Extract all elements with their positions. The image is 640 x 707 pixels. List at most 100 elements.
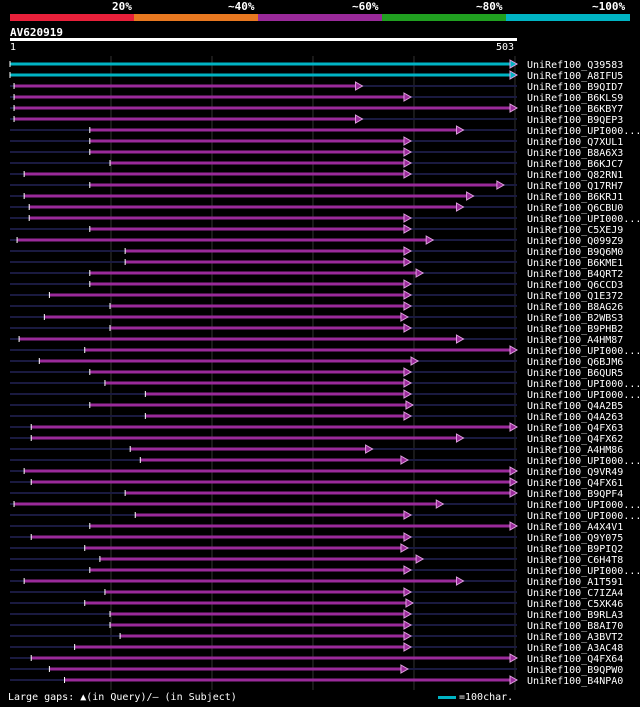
hit-label[interactable]: UniRef100_Q39583	[527, 60, 623, 71]
hit-row[interactable]: UniRef100_UPI000...	[10, 499, 640, 511]
hit-row[interactable]: UniRef100_Q9Y075	[10, 532, 623, 544]
hit-row[interactable]: UniRef100_UPI000...	[10, 213, 640, 225]
hit-label[interactable]: UniRef100_Q6CBU0	[527, 203, 623, 214]
hit-label[interactable]: UniRef100_Q7XUL1	[527, 137, 623, 148]
hit-row[interactable]: UniRef100_A4HM87	[10, 334, 623, 346]
hit-row[interactable]: UniRef100_B9Q6M0	[10, 246, 623, 258]
hit-row[interactable]: UniRef100_Q1E372	[10, 290, 623, 302]
hit-row[interactable]: UniRef100_B6KBY7	[10, 103, 623, 115]
hit-row[interactable]: UniRef100_B4QRT2	[10, 268, 623, 280]
hit-label[interactable]: UniRef100_B8AI70	[527, 621, 623, 632]
hit-label[interactable]: UniRef100_B4NPA0	[527, 676, 623, 687]
hit-label[interactable]: UniRef100_B9Q6M0	[527, 247, 623, 258]
hit-label[interactable]: UniRef100_UPI000...	[527, 511, 640, 522]
hit-row[interactable]: UniRef100_B6QUR5	[10, 367, 623, 379]
hit-label[interactable]: UniRef100_Q6BJM6	[527, 357, 623, 368]
hit-row[interactable]: UniRef100_A8IFU5	[9, 70, 623, 82]
hit-row[interactable]: UniRef100_C6H4T8	[10, 554, 623, 566]
hit-row[interactable]: UniRef100_C7IZA4	[10, 587, 623, 599]
hit-label[interactable]: UniRef100_Q9Y075	[527, 533, 623, 544]
hit-row[interactable]: UniRef100_Q4FX61	[10, 477, 623, 489]
hit-row[interactable]: UniRef100_B8A6X3	[10, 147, 623, 159]
hit-label[interactable]: UniRef100_A3AC48	[527, 643, 623, 654]
hit-label[interactable]: UniRef100_B6KJC7	[527, 159, 623, 170]
hit-row[interactable]: UniRef100_B9PIQ2	[10, 543, 623, 555]
hit-label[interactable]: UniRef100_Q9VR49	[527, 467, 623, 478]
hit-row[interactable]: UniRef100_A1T591	[10, 576, 623, 588]
hit-label[interactable]: UniRef100_UPI000...	[527, 566, 640, 577]
hit-label[interactable]: UniRef100_B9RLA3	[527, 610, 623, 621]
hit-label[interactable]: UniRef100_B8AG26	[527, 302, 623, 313]
hit-label[interactable]: UniRef100_Q4FX63	[527, 423, 623, 434]
hit-row[interactable]: UniRef100_C5XEJ9	[10, 224, 623, 236]
hit-label[interactable]: UniRef100_A1T591	[527, 577, 623, 588]
hit-label[interactable]: UniRef100_B9PIQ2	[527, 544, 623, 555]
hit-row[interactable]: UniRef100_UPI000...	[10, 455, 640, 467]
hit-label[interactable]: UniRef100_C6H4T8	[527, 555, 623, 566]
hit-row[interactable]: UniRef100_UPI000...	[10, 510, 640, 522]
hit-row[interactable]: UniRef100_B2WBS3	[10, 312, 623, 324]
hit-label[interactable]: UniRef100_Q099Z9	[527, 236, 623, 247]
hit-row[interactable]: UniRef100_Q82RN1	[10, 169, 623, 181]
hit-row[interactable]: UniRef100_B9QPW0	[10, 664, 623, 676]
hit-label[interactable]: UniRef100_A4HM86	[527, 445, 623, 456]
hit-row[interactable]: UniRef100_Q6CCD3	[10, 279, 623, 291]
hit-label[interactable]: UniRef100_C7IZA4	[527, 588, 623, 599]
hit-row[interactable]: UniRef100_B6KME1	[10, 257, 623, 269]
hit-label[interactable]: UniRef100_B4QRT2	[527, 269, 623, 280]
hit-row[interactable]: UniRef100_Q17RH7	[10, 180, 623, 192]
hit-row[interactable]: UniRef100_B6KJC7	[10, 158, 623, 170]
hit-label[interactable]: UniRef100_A4X4V1	[527, 522, 623, 533]
hit-label[interactable]: UniRef100_Q6CCD3	[527, 280, 623, 291]
hit-row[interactable]: UniRef100_B9PHB2	[10, 323, 623, 335]
hit-row[interactable]: UniRef100_UPI000...	[10, 389, 640, 401]
hit-label[interactable]: UniRef100_B9QPF4	[527, 489, 623, 500]
hit-label[interactable]: UniRef100_UPI000...	[527, 390, 640, 401]
hit-label[interactable]: UniRef100_Q4FX62	[527, 434, 623, 445]
hit-row[interactable]: UniRef100_UPI000...	[10, 378, 640, 390]
hit-label[interactable]: UniRef100_Q82RN1	[527, 170, 623, 181]
hit-label[interactable]: UniRef100_UPI000...	[527, 500, 640, 511]
hit-row[interactable]: UniRef100_B9QEP3	[10, 114, 623, 126]
hit-label[interactable]: UniRef100_Q17RH7	[527, 181, 623, 192]
hit-label[interactable]: UniRef100_UPI000...	[527, 379, 640, 390]
hit-label[interactable]: UniRef100_B9QID7	[527, 82, 623, 93]
hit-row[interactable]: UniRef100_B6KLS9	[10, 92, 623, 104]
hit-row[interactable]: UniRef100_A3BVT2	[10, 631, 623, 643]
hit-row[interactable]: UniRef100_B9QID7	[10, 81, 623, 93]
hit-row[interactable]: UniRef100_C5XK46	[10, 598, 623, 610]
hit-row[interactable]: UniRef100_Q4FX62	[10, 433, 623, 445]
hit-row[interactable]: UniRef100_B6KRJ1	[10, 191, 623, 203]
hit-row[interactable]: UniRef100_A4X4V1	[10, 521, 623, 533]
hit-row[interactable]: UniRef100_Q4A263	[10, 411, 623, 423]
hit-row[interactable]: UniRef100_Q4FX64	[10, 653, 623, 665]
hit-row[interactable]: UniRef100_Q4FX63	[10, 422, 623, 434]
hit-label[interactable]: UniRef100_B9PHB2	[527, 324, 623, 335]
hit-row[interactable]: UniRef100_Q39583	[9, 59, 623, 71]
hit-label[interactable]: UniRef100_UPI000...	[527, 346, 640, 357]
hit-row[interactable]: UniRef100_B4NPA0	[10, 675, 623, 687]
hit-row[interactable]: UniRef100_A4HM86	[10, 444, 623, 456]
hit-label[interactable]: UniRef100_UPI000...	[527, 456, 640, 467]
hit-label[interactable]: UniRef100_Q1E372	[527, 291, 623, 302]
hit-label[interactable]: UniRef100_B6KRJ1	[527, 192, 623, 203]
hit-label[interactable]: UniRef100_A8IFU5	[527, 71, 623, 82]
hit-label[interactable]: UniRef100_UPI000...	[527, 214, 640, 225]
hit-label[interactable]: UniRef100_B2WBS3	[527, 313, 623, 324]
hit-row[interactable]: UniRef100_Q9VR49	[10, 466, 623, 478]
hit-label[interactable]: UniRef100_B6QUR5	[527, 368, 623, 379]
hit-row[interactable]: UniRef100_A3AC48	[10, 642, 623, 654]
hit-label[interactable]: UniRef100_UPI000...	[527, 126, 640, 137]
hit-label[interactable]: UniRef100_Q4A2B5	[527, 401, 623, 412]
hit-label[interactable]: UniRef100_B8A6X3	[527, 148, 623, 159]
hit-row[interactable]: UniRef100_Q099Z9	[10, 235, 623, 247]
hit-row[interactable]: UniRef100_Q6CBU0	[10, 202, 623, 214]
hit-label[interactable]: UniRef100_B6KLS9	[527, 93, 623, 104]
hit-label[interactable]: UniRef100_A4HM87	[527, 335, 623, 346]
hit-row[interactable]: UniRef100_B8AI70	[10, 620, 623, 632]
hit-row[interactable]: UniRef100_Q7XUL1	[10, 136, 623, 148]
hit-row[interactable]: UniRef100_B9QPF4	[10, 488, 623, 500]
hit-label[interactable]: UniRef100_Q4FX61	[527, 478, 623, 489]
hit-row[interactable]: UniRef100_B9RLA3	[10, 609, 623, 621]
hit-row[interactable]: UniRef100_UPI000...	[10, 565, 640, 577]
